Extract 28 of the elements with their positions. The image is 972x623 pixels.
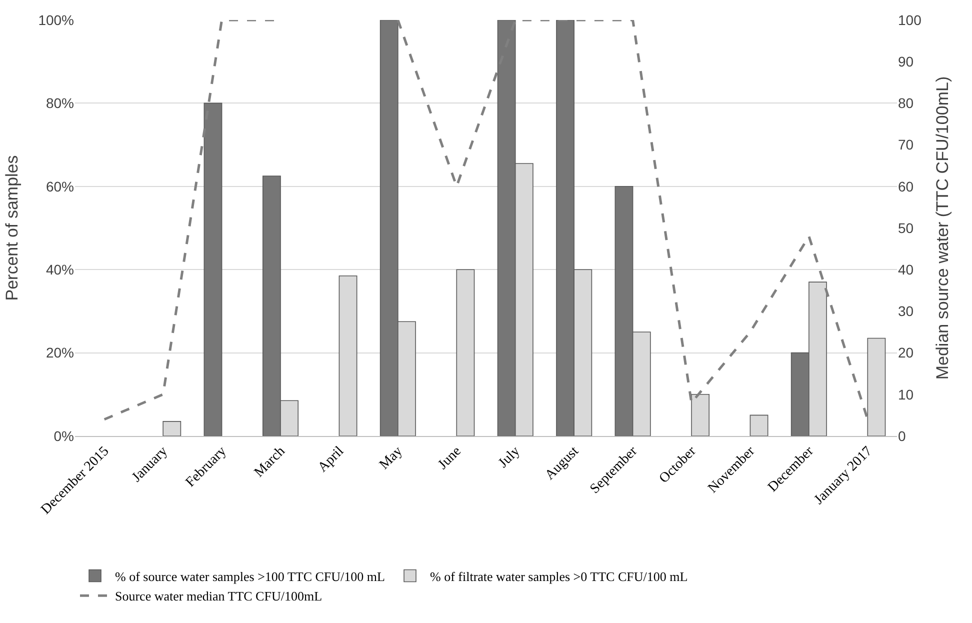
x-tick-label: June	[436, 444, 464, 473]
y-axis-title: Percent of samples	[2, 155, 22, 301]
bar	[162, 421, 182, 436]
x-tick-label: May	[376, 444, 406, 473]
bar	[691, 394, 710, 436]
y2-tick-label: 90	[898, 54, 914, 70]
legend-label: Source water median TTC CFU/100mL	[115, 588, 322, 604]
legend-label: % of source water samples >100 TTC CFU/100 mL	[115, 568, 385, 584]
y-tick-label: 0%	[54, 428, 74, 444]
y2-tick-label: 20	[898, 344, 914, 361]
y2-tick-label: 0	[898, 428, 906, 444]
y2-tick-label: 50	[898, 220, 914, 236]
bar	[750, 414, 768, 436]
y-tick-label: 40%	[46, 262, 74, 278]
y-tick-label: 60%	[46, 178, 74, 194]
legend-label: % of filtrate water samples >0 TTC CFU/100 mL	[430, 568, 688, 584]
y2-tick-label: 100	[898, 12, 922, 28]
y2-tick-label: 80	[898, 95, 914, 112]
y2-tick-label: 10	[898, 386, 914, 402]
y-tick-label: 80%	[46, 95, 74, 112]
y2-tick-label: 30	[898, 303, 914, 320]
y2-tick-label: 70	[898, 136, 914, 153]
y-tick-label: 100%	[38, 12, 74, 28]
y2-axis-title: Median source water (TTC CFU/100mL)	[932, 76, 952, 380]
x-tick-label: July	[496, 444, 524, 472]
y2-tick-label: 60	[898, 178, 914, 194]
y-tick-label: 20%	[46, 344, 74, 361]
y2-tick-label: 40	[898, 262, 914, 278]
